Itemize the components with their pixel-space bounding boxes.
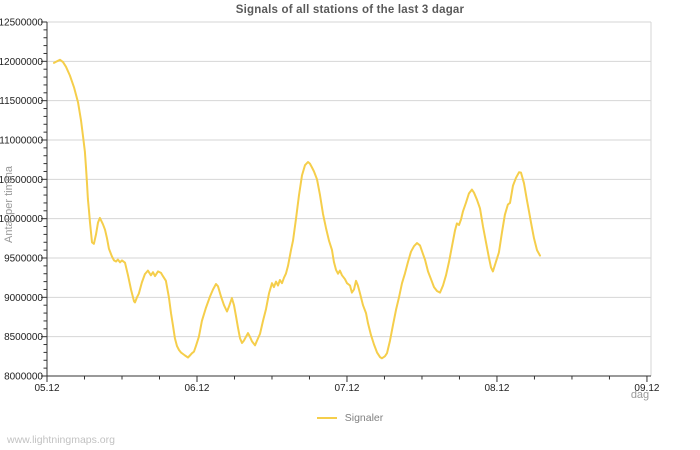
y-axis-title: Antal per timma bbox=[3, 165, 15, 243]
legend-label: Signaler bbox=[344, 412, 384, 424]
x-tick-label: 05.12 bbox=[34, 383, 59, 394]
y-tick-label: 10000000 bbox=[0, 214, 43, 225]
x-axis-title: dag bbox=[630, 389, 650, 401]
x-tick-label: 08.12 bbox=[484, 383, 509, 394]
legend: Signaler bbox=[0, 412, 700, 424]
y-tick-label: 11000000 bbox=[0, 136, 43, 147]
x-tick-label: 09.12 bbox=[634, 383, 659, 394]
x-tick-label: 07.12 bbox=[334, 383, 359, 394]
series-line-signaler bbox=[53, 58, 541, 360]
watermark-link: www.lightningmaps.org bbox=[7, 434, 115, 446]
chart-title: Signals of all stations of the last 3 da… bbox=[235, 4, 465, 16]
y-tick-label: 8500000 bbox=[4, 332, 43, 343]
y-tick-label: 12000000 bbox=[0, 57, 43, 68]
y-tick-label: 10500000 bbox=[0, 175, 43, 186]
legend-line-swatch bbox=[316, 417, 337, 419]
y-tick-label: 11500000 bbox=[0, 96, 43, 107]
x-tick-label: 06.12 bbox=[184, 383, 209, 394]
y-tick-label: 9000000 bbox=[4, 293, 43, 304]
y-tick-label: 8000000 bbox=[4, 372, 43, 383]
y-tick-label: 12500000 bbox=[0, 18, 43, 29]
y-tick-label: 9500000 bbox=[4, 254, 43, 265]
